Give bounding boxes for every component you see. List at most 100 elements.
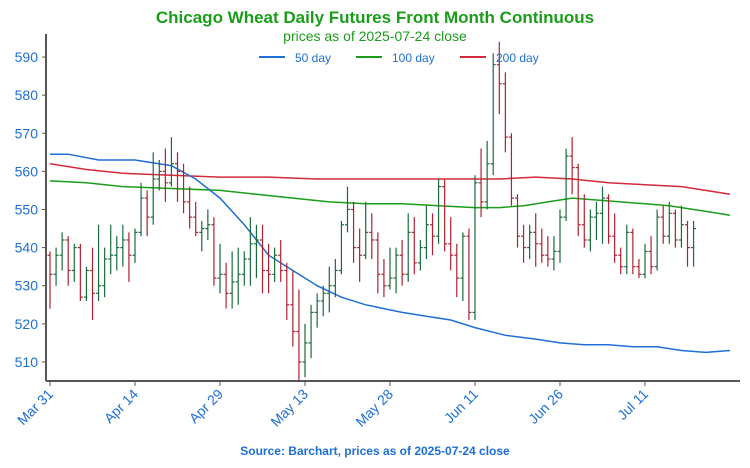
ohlc-bar <box>472 175 478 321</box>
ohlc-bar <box>59 232 65 271</box>
ohlc-bar <box>569 137 575 195</box>
ohlc-bar <box>551 236 557 271</box>
chart-title: Chicago Wheat Daily Futures Front Month … <box>155 8 595 27</box>
ohlc-bar <box>83 266 89 301</box>
ohlc-bar <box>120 224 126 267</box>
ohlc-bar <box>606 194 612 244</box>
ohlc-bar <box>460 232 466 301</box>
ohlc-bar <box>260 224 265 294</box>
ohlc-bar <box>314 293 320 328</box>
ohlc-bar <box>199 220 205 252</box>
ohlc-bar <box>144 190 150 237</box>
ohlc-bar <box>96 224 102 301</box>
ohlc-bar <box>454 243 460 298</box>
ohlc-bar <box>235 247 241 305</box>
ohlc-bar <box>581 194 587 248</box>
legend-label: 100 day <box>392 51 435 65</box>
y-tick-label: 590 <box>15 49 39 65</box>
ohlc-bar <box>326 266 332 313</box>
x-tick-label: Jun 11 <box>441 386 481 426</box>
x-tick-label: May 13 <box>267 386 311 430</box>
ohlc-bar <box>448 217 454 271</box>
ohlc-bar <box>600 186 605 244</box>
ohlc-bar <box>417 239 423 271</box>
ohlc-bar <box>490 53 496 176</box>
ohlc-bar <box>430 213 435 256</box>
x-tick-label: Apr 14 <box>101 386 142 427</box>
y-tick-label: 580 <box>15 87 39 103</box>
ohlc-bar <box>624 224 630 275</box>
ohlc-bar <box>515 194 520 248</box>
ohlc-bar <box>660 205 666 244</box>
ohlc-bar <box>284 262 290 321</box>
ohlc-bar <box>47 251 53 309</box>
ohlc-bar <box>175 152 180 202</box>
x-tick-label: Apr 29 <box>186 386 227 427</box>
ohlc-bar <box>168 137 174 187</box>
ohlc-bar <box>387 247 393 290</box>
ohlc-bar <box>138 182 144 237</box>
ma-100-line <box>49 180 731 216</box>
ohlc-bar <box>393 247 399 294</box>
y-tick-label: 510 <box>15 354 39 370</box>
ohlc-bar <box>618 247 624 275</box>
ohlc-bar <box>405 213 411 282</box>
ohlc-bar <box>478 148 484 218</box>
x-tick-label: Jun 26 <box>525 386 566 427</box>
ohlc-bar <box>108 224 114 275</box>
ohlc-bar <box>521 224 527 263</box>
ohlc-bar <box>296 289 302 381</box>
ohlc-bar <box>102 247 108 298</box>
ohlc-bar <box>685 220 690 267</box>
ohlc-bar <box>369 213 375 260</box>
ohlc-bar <box>593 201 599 240</box>
ohlc-bar <box>375 232 381 294</box>
y-tick-label: 540 <box>15 240 39 256</box>
ohlc-bar <box>211 217 217 286</box>
ohlc-bar <box>423 205 429 260</box>
ohlc-bar <box>563 148 569 221</box>
legend-label: 50 day <box>295 51 331 65</box>
ohlc-bar <box>187 186 193 229</box>
ohlc-bar <box>229 251 235 309</box>
y-tick-label: 550 <box>15 202 39 218</box>
ohlc-bar <box>442 179 448 252</box>
ohlc-bar <box>351 201 357 263</box>
ohlc-bar <box>150 152 156 225</box>
ohlc-bar <box>320 285 326 317</box>
ohlc-bar <box>678 205 684 248</box>
ohlc-bar <box>65 236 71 286</box>
ohlc-bar <box>545 236 551 267</box>
ohlc-bar <box>241 251 247 286</box>
ohlc-bar <box>691 220 697 267</box>
ohlc-bar <box>338 220 344 275</box>
ohlc-bar <box>345 186 350 233</box>
ohlc-bar <box>278 239 284 282</box>
ohlc-bar <box>575 163 581 237</box>
ohlc-bar <box>302 323 308 378</box>
x-tick-label: Mar 31 <box>14 386 56 428</box>
ohlc-bar <box>332 259 338 298</box>
ohlc-bar <box>162 148 168 202</box>
x-tick-label: Jul 11 <box>614 386 651 423</box>
ohlc-bar <box>484 140 490 210</box>
ohlc-bar <box>132 228 138 263</box>
ohlc-bar <box>496 41 502 115</box>
ohlc-bar <box>363 201 369 260</box>
ohlc-bar <box>436 179 442 244</box>
y-tick-label: 560 <box>15 163 39 179</box>
ohlc-bar <box>399 239 405 286</box>
ohlc-bar <box>539 228 545 263</box>
ohlc-bar <box>247 217 253 286</box>
ohlc-bar <box>466 228 472 321</box>
source-note: Source: Barchart, prices as of 2025-07-2… <box>240 444 510 458</box>
ohlc-bar <box>71 243 77 282</box>
ohlc-bar <box>502 72 508 153</box>
ohlc-bar <box>114 236 120 271</box>
ohlc-bar <box>533 213 539 267</box>
ohlc-bar <box>381 259 387 298</box>
ohlc-bar <box>654 209 660 271</box>
chart-subtitle: prices as of 2025-07-24 close <box>283 28 467 44</box>
